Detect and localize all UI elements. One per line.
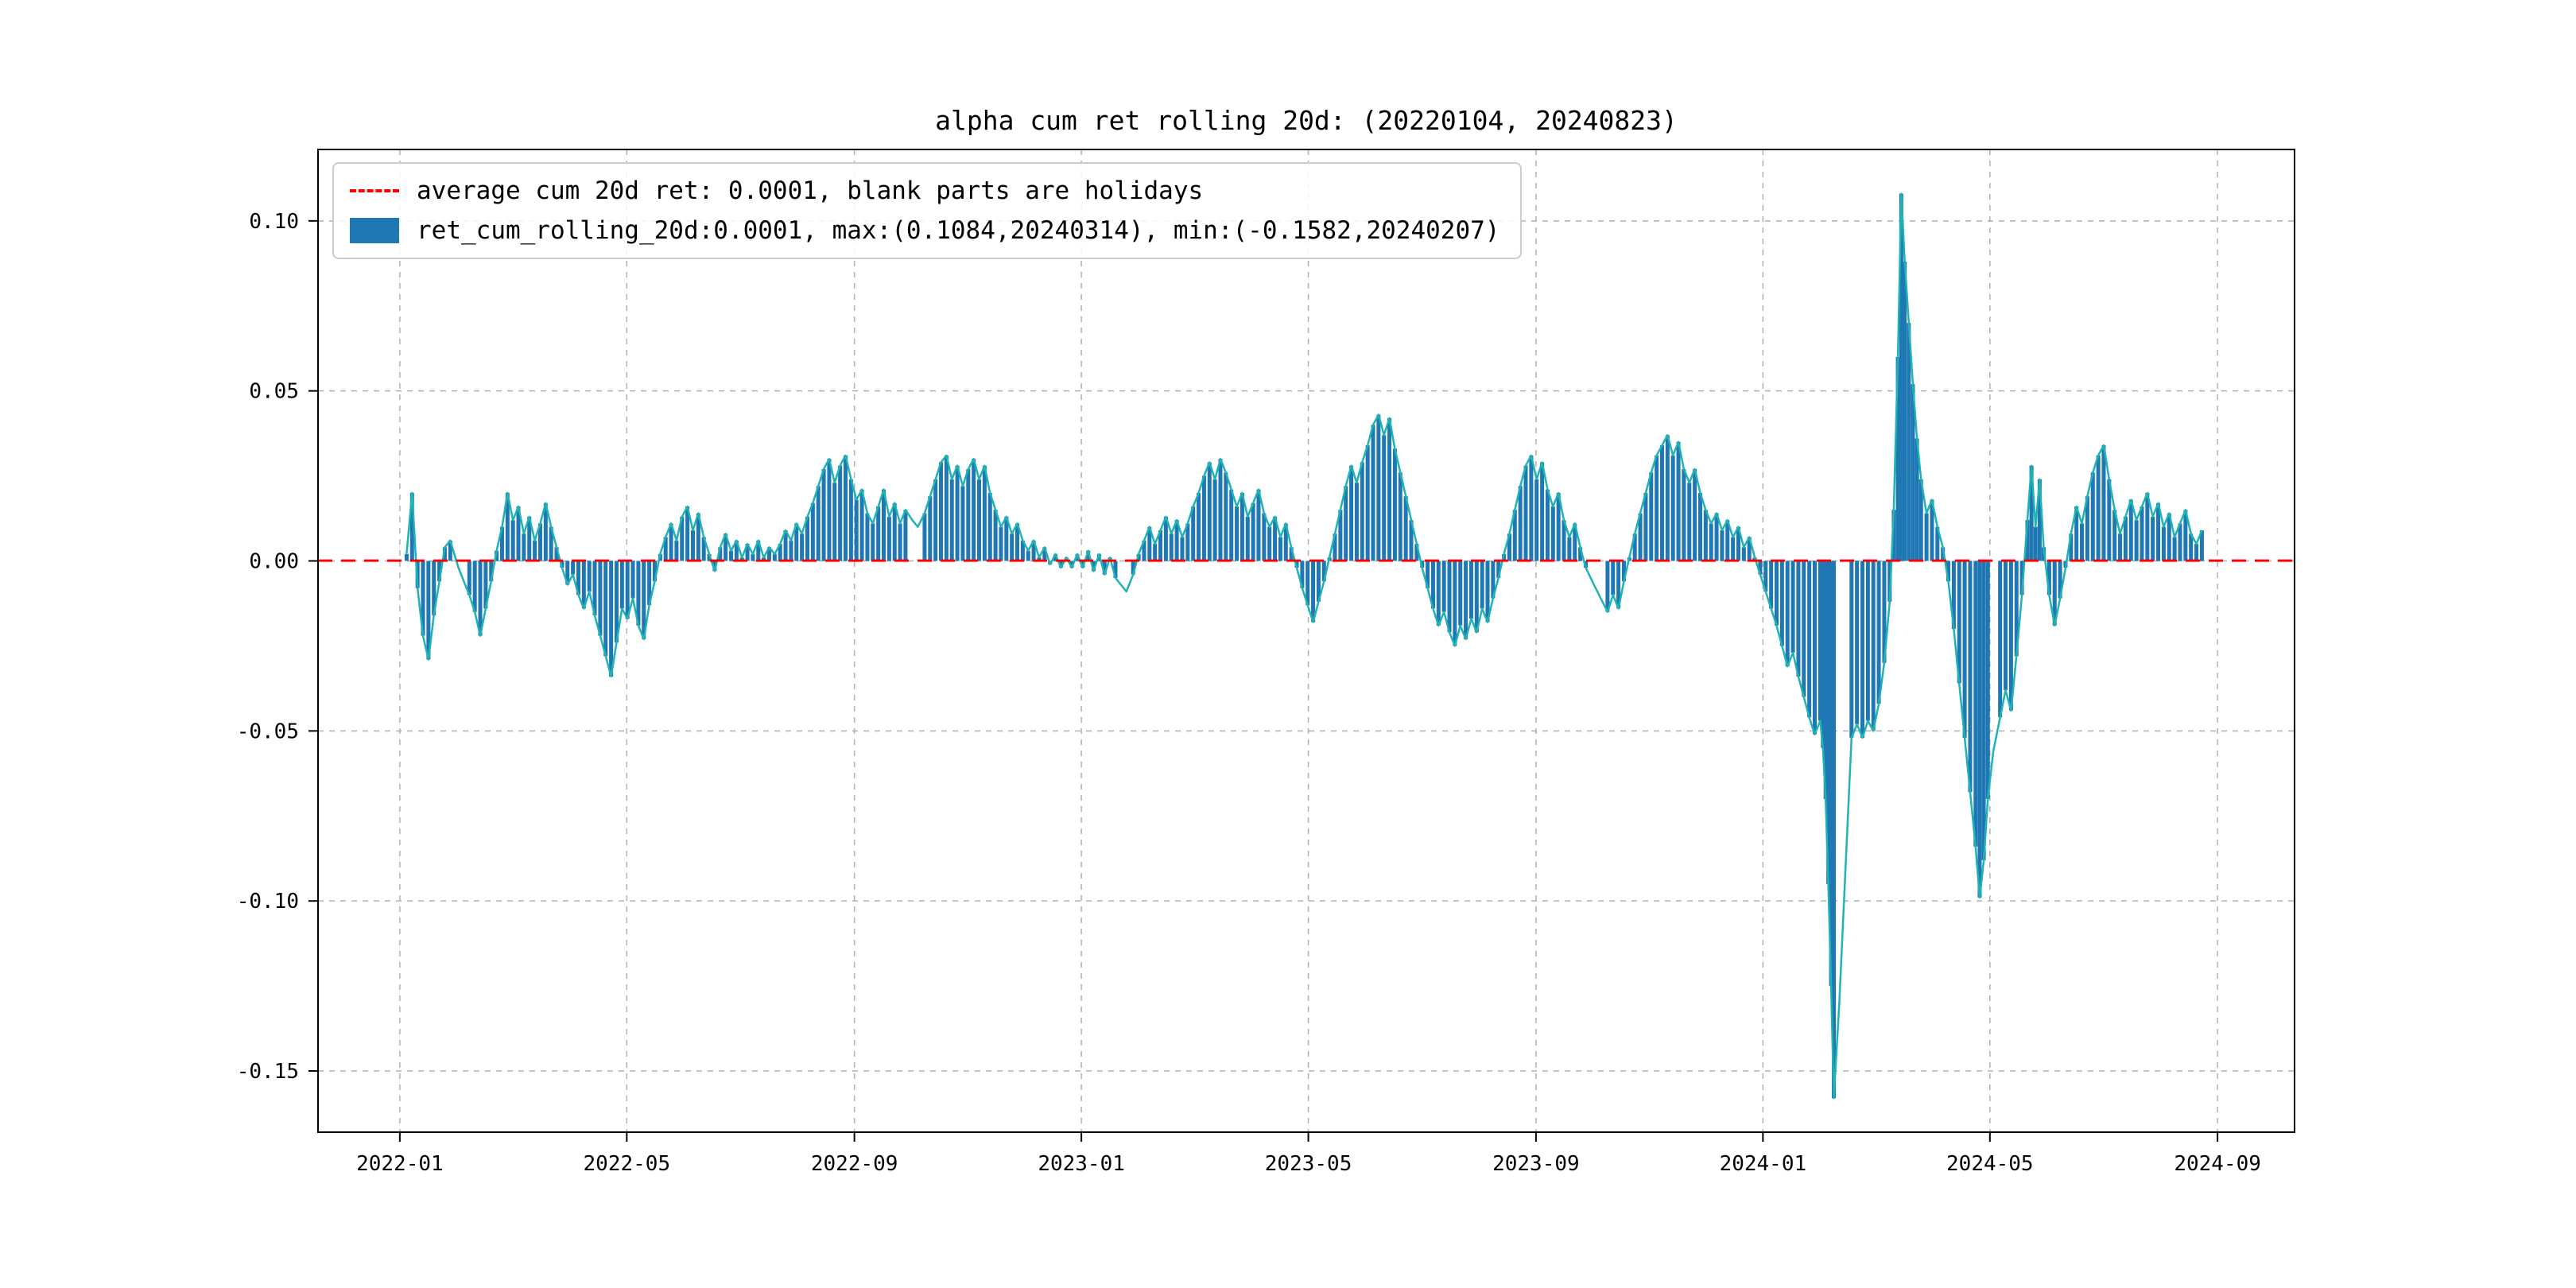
- legend: average cum 20d ret: 0.0001, blank parts…: [332, 162, 1523, 259]
- x-tick-label: 2023-01: [1038, 1152, 1125, 1176]
- legend-label-series: ret_cum_rolling_20d:0.0001, max:(0.1084,…: [417, 216, 1500, 245]
- y-tick-label: -0.05: [237, 720, 299, 743]
- tick-labels: 2022-01 2022-05 2022-09 2023-01 2023-05 2023-…: [237, 210, 2261, 1176]
- bar-swatch: [350, 218, 399, 243]
- legend-item-average: average cum 20d ret: 0.0001, blank parts…: [350, 177, 1499, 205]
- x-tick-label: 2022-01: [356, 1152, 444, 1176]
- x-tick-label: 2024-09: [2174, 1152, 2261, 1176]
- x-tick-label: 2023-09: [1492, 1152, 1580, 1176]
- x-tick-label: 2024-01: [1720, 1152, 1807, 1176]
- y-tick-label: -0.10: [237, 890, 299, 914]
- y-tick-label: -0.15: [237, 1060, 299, 1084]
- axes-border: [317, 149, 2295, 1133]
- gridlines: [318, 149, 2295, 1132]
- legend-label-average: average cum 20d ret: 0.0001, blank parts…: [417, 177, 1204, 205]
- y-tick-label: 0.10: [249, 210, 299, 234]
- x-tick-label: 2022-05: [584, 1152, 671, 1176]
- tick-marks: [308, 219, 2219, 1142]
- x-tick-label: 2022-09: [811, 1152, 898, 1176]
- bars-series: [404, 193, 2204, 1099]
- x-tick-label: 2023-05: [1265, 1152, 1352, 1176]
- y-tick-label: 0.05: [249, 380, 299, 404]
- chart-title: alpha cum ret rolling 20d: (20220104, 20…: [935, 105, 1678, 136]
- legend-item-series: ret_cum_rolling_20d:0.0001, max:(0.1084,…: [350, 216, 1499, 245]
- x-tick-label: 2024-05: [1946, 1152, 2034, 1176]
- dashed-line-swatch: [350, 189, 399, 192]
- y-tick-label: 0.00: [249, 549, 299, 573]
- value-line: [405, 192, 2203, 1100]
